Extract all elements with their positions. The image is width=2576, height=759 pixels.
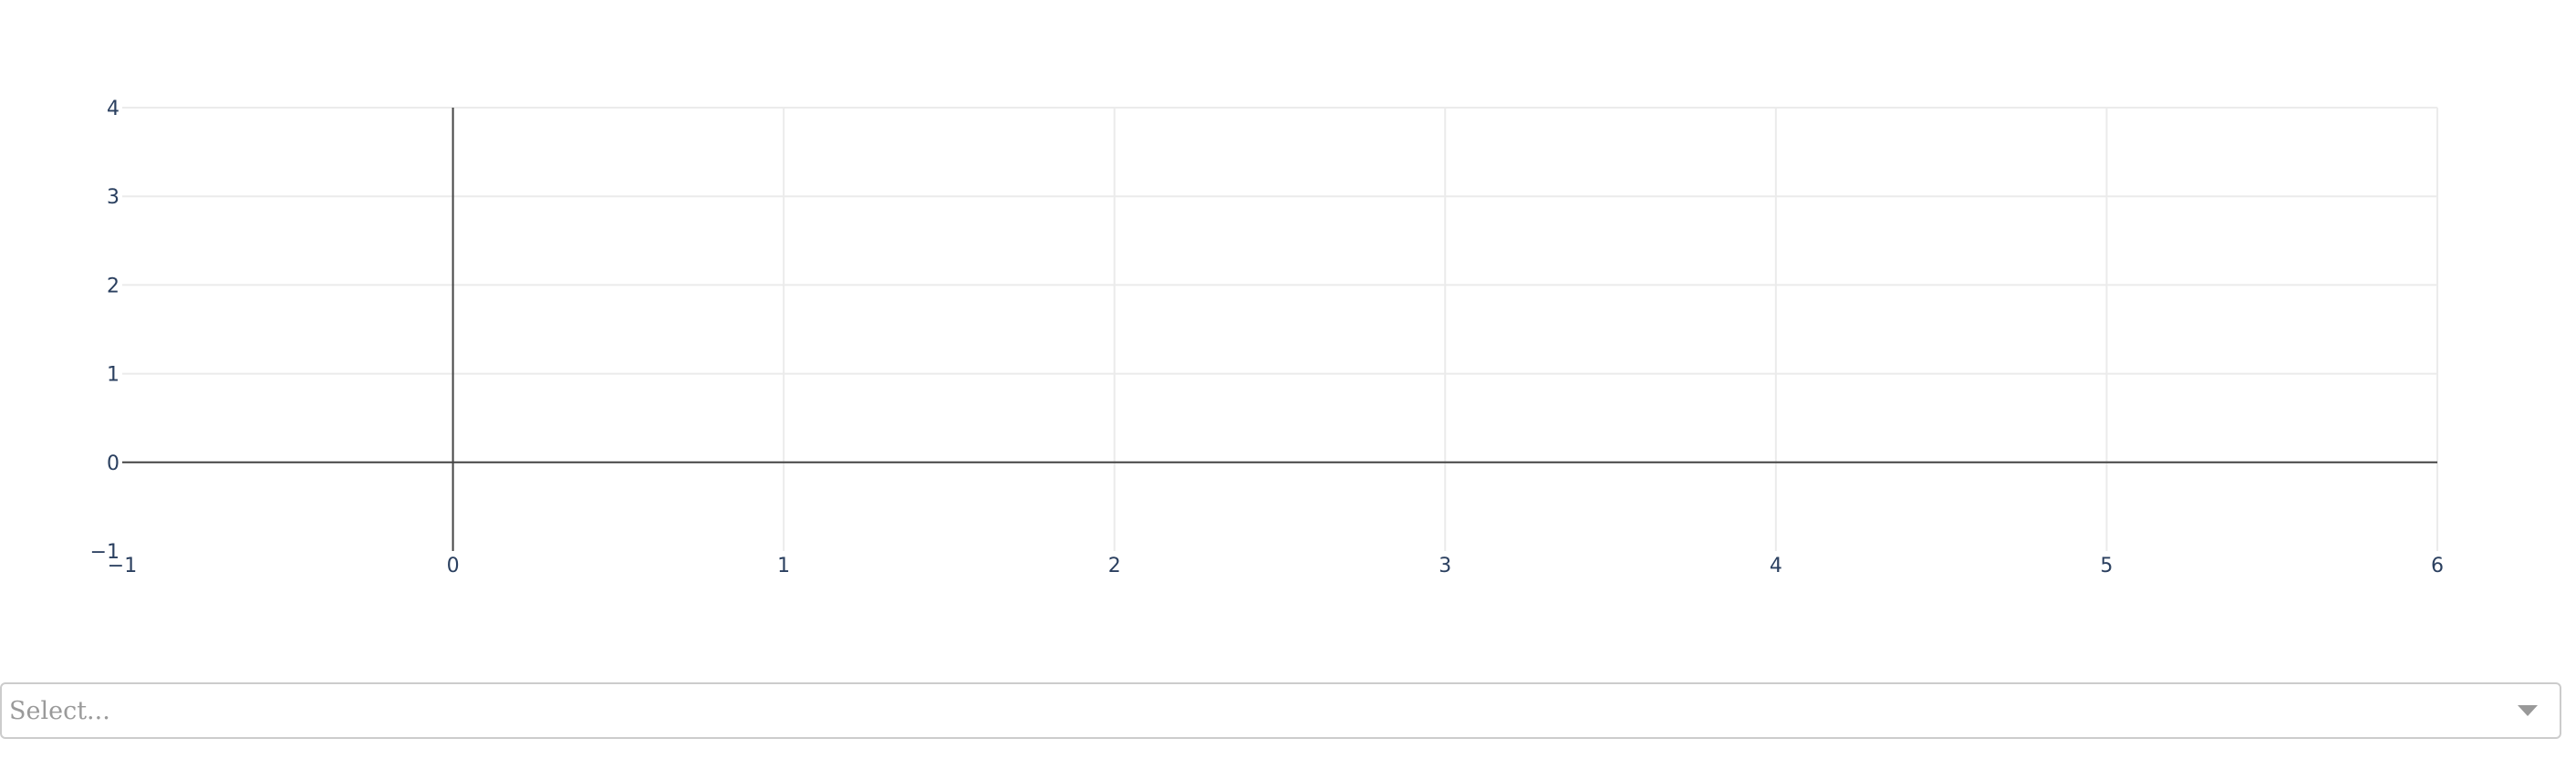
y-tick-label: 0: [107, 452, 119, 475]
select-dropdown[interactable]: Select...: [0, 682, 2561, 739]
x-tick-label: 3: [1439, 555, 1451, 577]
y-tick-label: −1: [90, 541, 119, 564]
y-tick-label: 2: [107, 275, 119, 297]
x-tick-label: 4: [1770, 555, 1782, 577]
x-gridlines: [783, 108, 2438, 551]
x-tick-label: 1: [777, 555, 790, 577]
x-tick-label: 0: [447, 555, 460, 577]
y-tick-label: 4: [107, 98, 119, 120]
x-tick-label: 5: [2100, 555, 2113, 577]
x-tick-label: 2: [1108, 555, 1121, 577]
y-gridlines: [122, 107, 2437, 375]
chevron-down-icon[interactable]: [2518, 705, 2538, 716]
x-tick-label: 6: [2431, 555, 2444, 577]
x-axis-tick-labels: −1 0 1 2 3 4 5 6: [108, 555, 2444, 577]
y-tick-label: 3: [107, 186, 119, 209]
y-tick-label: 1: [107, 364, 119, 387]
zero-lines: [122, 108, 2437, 551]
x-tick-label: −1: [108, 555, 137, 577]
dropdown-placeholder: Select...: [9, 696, 110, 725]
y-axis-tick-labels: −1 0 1 2 3 4: [90, 98, 119, 564]
chart-plot[interactable]: −1 0 1 2 3 4 5 6 −1 0 1 2 3 4: [0, 0, 2576, 639]
